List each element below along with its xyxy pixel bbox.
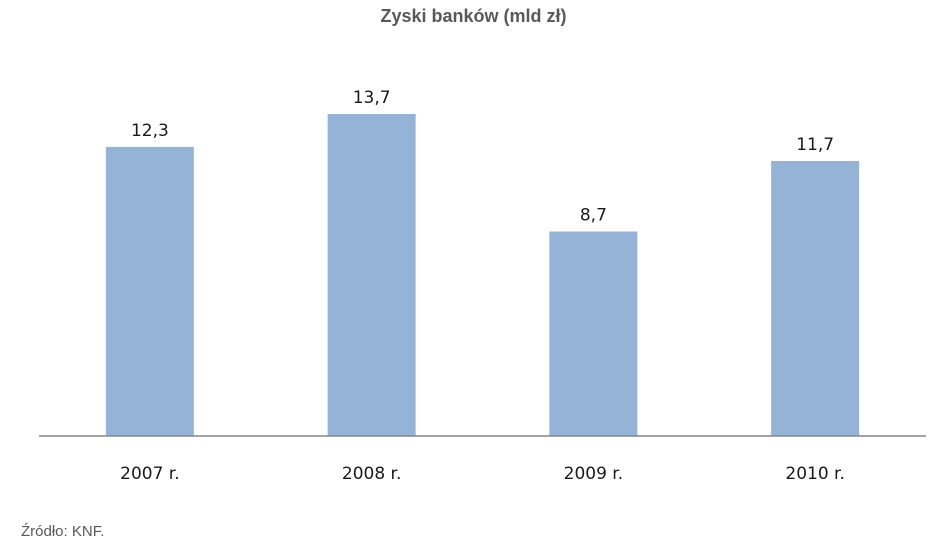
source-note: Źródło: KNF.: [21, 523, 105, 540]
data-label-0: 12,3: [131, 121, 169, 141]
tick-labels-group: 2007 r. 2008 r. 2009 r. 2010 r.: [120, 464, 845, 484]
chart-title: Zyski banków (mld zł): [380, 6, 567, 26]
bar-3: [771, 161, 860, 436]
bars-group: [105, 114, 860, 437]
bar-1: [327, 114, 416, 436]
data-label-2: 8,7: [580, 206, 607, 226]
x-tick-label-1: 2008 r.: [342, 464, 402, 484]
bar-0: [105, 146, 194, 437]
x-tick-label-3: 2010 r.: [785, 464, 845, 484]
x-tick-label-2: 2009 r.: [564, 464, 624, 484]
data-labels-group: 12,3 13,7 8,7 11,7: [131, 88, 834, 226]
data-label-3: 11,7: [796, 135, 834, 155]
bar-2: [549, 231, 638, 436]
x-tick-label-0: 2007 r.: [120, 464, 180, 484]
data-label-1: 13,7: [353, 88, 391, 108]
